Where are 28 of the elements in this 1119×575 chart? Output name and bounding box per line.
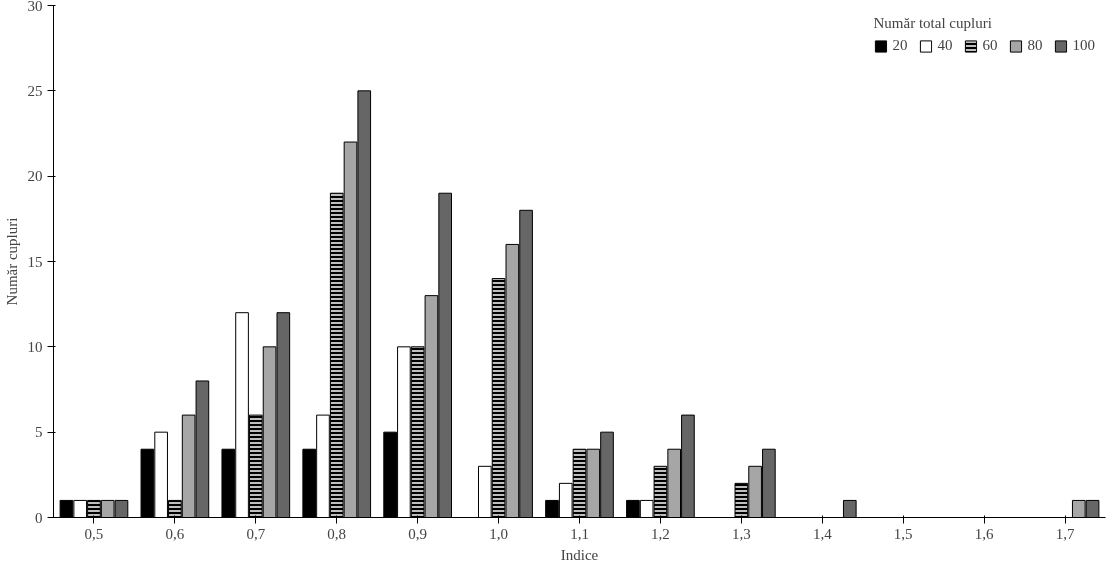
- x-tick-label: 1,0: [489, 525, 508, 542]
- x-tick-label: 1,4: [812, 525, 833, 542]
- x-tick-label: 1,2: [651, 525, 670, 542]
- x-tick-label: 0,6: [165, 525, 185, 542]
- legend-label: 20: [892, 37, 909, 54]
- x-tick-label: 1,1: [570, 525, 589, 542]
- x-tick-label: 0,5: [84, 525, 104, 542]
- legend-label: 80: [1027, 37, 1044, 54]
- y-tick-label: 0: [35, 509, 43, 526]
- x-tick-label: 0,7: [246, 525, 266, 542]
- x-tick-label: 1,7: [1055, 525, 1075, 542]
- x-axis-title: Indice: [560, 546, 599, 563]
- y-tick-label: 5: [35, 424, 43, 441]
- y-tick-label: 10: [27, 338, 43, 355]
- x-tick-label: 1,6: [974, 525, 994, 542]
- legend-label: 100: [1072, 37, 1095, 54]
- x-tick-label: 0,8: [327, 525, 347, 542]
- x-tick-label: 0,9: [408, 525, 428, 542]
- x-tick-label: 1,5: [893, 525, 913, 542]
- legend-label: 40: [937, 37, 954, 54]
- y-tick-label: 20: [27, 168, 43, 185]
- y-tick-label: 15: [27, 253, 43, 270]
- y-tick-label: 30: [27, 0, 43, 14]
- y-tick-label: 25: [27, 82, 43, 99]
- legend-label: 60: [982, 37, 999, 54]
- legend-title: Număr total cupluri: [873, 15, 993, 32]
- x-tick-label: 1,3: [731, 525, 751, 542]
- y-axis-title: Număr cupluri: [3, 217, 20, 306]
